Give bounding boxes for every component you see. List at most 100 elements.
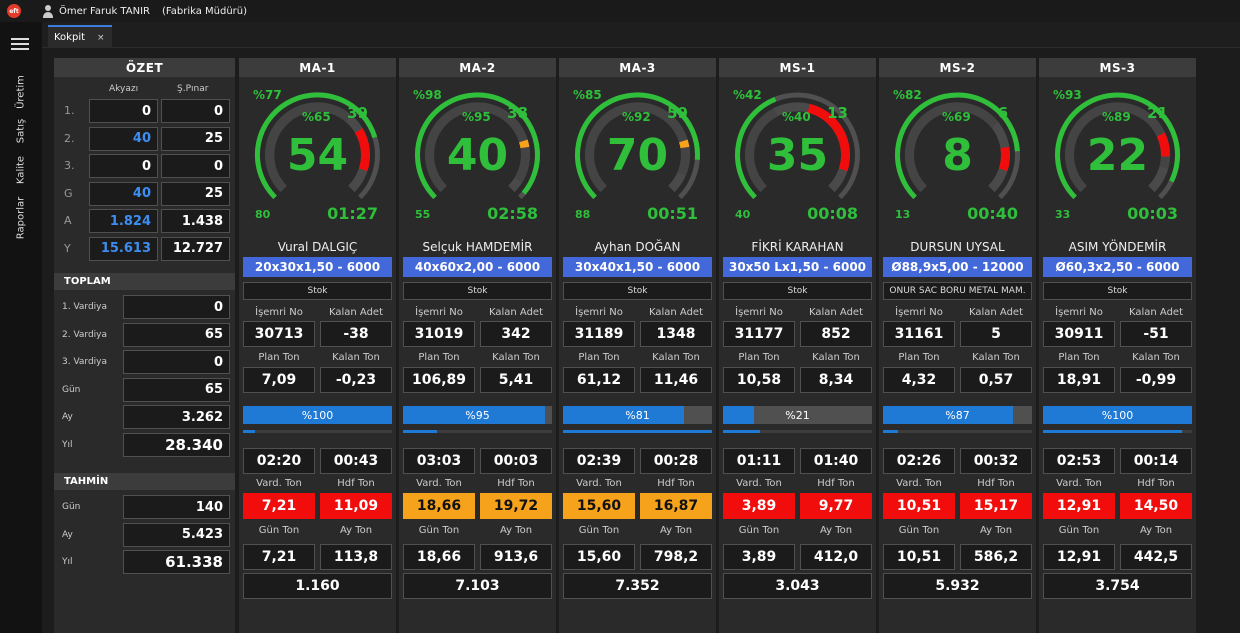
- gauge: %93 %89 21 22 33 00:03: [1039, 77, 1196, 227]
- summary-spinar-value: 25: [161, 126, 230, 151]
- stok-field: ONUR SAC BORU METAL MAM.: [883, 282, 1032, 300]
- gun-ton-label: Gün Ton: [418, 525, 460, 536]
- progress-fill: [563, 406, 684, 424]
- app-logo[interactable]: eft: [7, 4, 21, 18]
- toplam-row-label: 1. Vardiya: [62, 302, 108, 312]
- progress-text: %95: [465, 408, 490, 422]
- gauge-big-number: 54: [286, 130, 349, 181]
- hamburger-menu-icon[interactable]: [11, 38, 29, 50]
- summary-spinar-value: 1.438: [161, 209, 230, 233]
- ay-ton-value: 798,2: [640, 544, 712, 570]
- kalan-ton-label: Kalan Ton: [492, 352, 540, 363]
- machine-card[interactable]: MA-1 %77 %65 39 54 80 01:27 Vural DALGIÇ…: [239, 58, 396, 633]
- tahmin-row-label: Yıl: [62, 557, 73, 567]
- top-bar: eft Ömer Faruk TANIR (Fabrika Müdürü): [0, 0, 1240, 22]
- gauge-inner-fill: [265, 102, 352, 193]
- profile-badge: 30x40x1,50 - 6000: [563, 257, 712, 277]
- hdf-ton-label: Hdf Ton: [1137, 478, 1175, 489]
- progress-text: %21: [785, 408, 810, 422]
- summary-row-label: Y: [64, 241, 71, 255]
- isemri-value: 30713: [243, 321, 315, 347]
- user-role: (Fabrika Müdürü): [162, 5, 248, 17]
- progress-fill: [723, 406, 754, 424]
- plan-ton-value: 106,89: [403, 367, 475, 393]
- progress-fill: [1043, 406, 1192, 424]
- tahmin-row-label: Ay: [62, 529, 73, 540]
- machine-card[interactable]: MA-3 %85 %92 59 70 88 00:51 Ayhan DOĞAN …: [559, 58, 716, 633]
- summary-akyazi-value: 40: [89, 181, 158, 206]
- toplam-row-value: 65: [123, 377, 230, 402]
- gauge-big-number: 35: [766, 130, 829, 181]
- kalan-adet-label: Kalan Adet: [328, 307, 384, 318]
- profile-badge: Ø88,9x5,00 - 12000: [883, 257, 1032, 277]
- gun-ton-value: 10,51: [883, 544, 955, 570]
- progress-text: %100: [301, 408, 334, 422]
- isemri-label: İşemri No: [415, 307, 463, 318]
- gauge-small-count: 6: [997, 104, 1008, 122]
- machine-card[interactable]: MA-2 %98 %95 38 40 55 02:58 Selçuk HAMDE…: [399, 58, 556, 633]
- kalan-adet-label: Kalan Adet: [1128, 307, 1184, 318]
- hdf-ton-value: 11,09: [320, 493, 392, 519]
- vard-ton-label: Vard. Ton: [736, 478, 782, 489]
- machine-card[interactable]: MS-1 %42 %40 13 35 40 00:08 FİKRİ KARAHA…: [719, 58, 876, 633]
- isemri-label: İşemri No: [255, 307, 303, 318]
- total-value: 7.103: [403, 573, 552, 599]
- machine-card[interactable]: MS-3 %93 %89 21 22 33 00:03 ASIM YÖNDEMİ…: [1039, 58, 1196, 633]
- toplam-row-value: 65: [123, 322, 230, 347]
- summary-row-label: A: [64, 214, 72, 227]
- total-value: 1.160: [243, 573, 392, 599]
- gauge-small-count: 39: [347, 104, 368, 122]
- summary-spinar-value: 12.727: [161, 236, 230, 261]
- tahmin-title: TAHMİN: [54, 473, 235, 490]
- gauge-pct-inner: %95: [462, 110, 491, 124]
- toplam-row-label: Yıl: [62, 439, 73, 450]
- summary-spinar-value: 25: [161, 181, 230, 206]
- toplam-title: TOPLAM: [54, 273, 235, 290]
- operator-name: Selçuk HAMDEMİR: [422, 240, 533, 254]
- thin-progress-fill: [883, 430, 898, 433]
- toplam-row-label: 2. Vardiya: [62, 329, 108, 340]
- kalan-adet-value: 852: [800, 321, 872, 347]
- stok-field: Stok: [563, 282, 712, 300]
- gauge-pct-outer: %93: [1053, 88, 1082, 102]
- kalan-ton-label: Kalan Ton: [812, 352, 860, 363]
- close-icon[interactable]: ×: [97, 32, 105, 43]
- vard-ton-value: 18,66: [403, 493, 475, 519]
- summary-title: ÖZET: [54, 58, 235, 77]
- thin-progress-fill: [1043, 430, 1182, 433]
- hdf-ton-value: 9,77: [800, 493, 872, 519]
- operator-name: Vural DALGIÇ: [277, 240, 358, 254]
- gauge-big-number: 40: [446, 130, 509, 181]
- ay-ton-label: Ay Ton: [499, 525, 533, 536]
- toplam-row-value: 0: [123, 350, 230, 374]
- time1-value: 02:20: [243, 448, 315, 474]
- nav-satis[interactable]: Satış: [15, 118, 27, 144]
- kalan-ton-value: 11,46: [640, 367, 712, 393]
- hdf-ton-value: 14,50: [1120, 493, 1192, 519]
- time1-value: 02:39: [563, 448, 635, 474]
- isemri-value: 30911: [1043, 321, 1115, 347]
- machine-card[interactable]: MS-2 %82 %69 6 8 13 00:40 DURSUN UYSAL Ø…: [879, 58, 1036, 633]
- progress-bar: %100: [243, 406, 392, 424]
- gauge-time: 00:03: [1127, 204, 1178, 223]
- nav-uretim[interactable]: Üretim: [15, 75, 27, 109]
- progress-text: %100: [1101, 408, 1134, 422]
- gauge-time: 00:40: [967, 204, 1018, 223]
- time2-value: 01:40: [800, 448, 872, 474]
- time2-value: 00:14: [1120, 448, 1192, 474]
- tab-kokpit[interactable]: Kokpit ×: [48, 25, 112, 48]
- gun-ton-label: Gün Ton: [738, 525, 780, 536]
- gauge-pct-inner: %92: [622, 110, 651, 124]
- nav-raporlar[interactable]: Raporlar: [15, 196, 27, 240]
- toplam-row-value: 3.262: [123, 405, 230, 429]
- isemri-label: İşemri No: [735, 307, 783, 318]
- gauge-left-number: 13: [895, 208, 911, 221]
- nav-kalite[interactable]: Kalite: [15, 155, 27, 185]
- plan-ton-value: 7,09: [243, 367, 315, 393]
- total-value: 5.932: [883, 573, 1032, 599]
- isemri-value: 31177: [723, 321, 795, 347]
- gauge-small-count: 59: [667, 104, 688, 122]
- kalan-adet-value: 342: [480, 321, 552, 347]
- ay-ton-value: 442,5: [1120, 544, 1192, 570]
- plan-ton-value: 61,12: [563, 367, 635, 393]
